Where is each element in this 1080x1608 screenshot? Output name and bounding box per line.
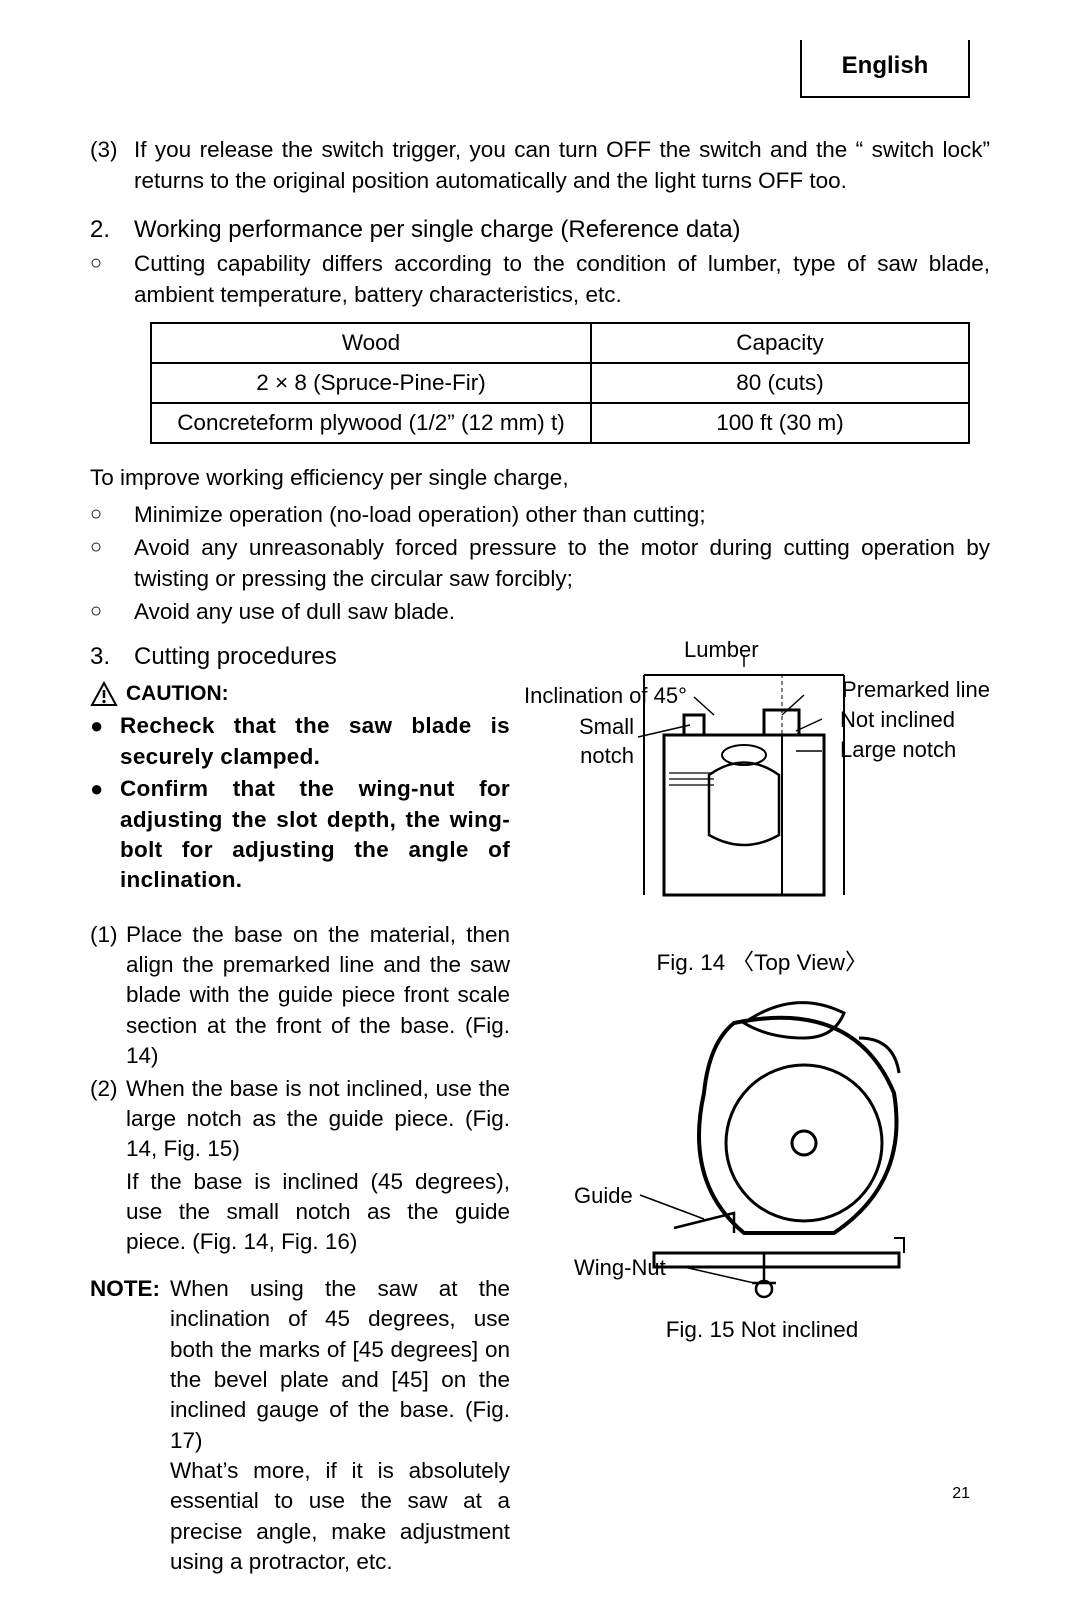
capacity-table: Wood Capacity 2 × 8 (Spruce-Pine-Fir) 80… (150, 322, 970, 444)
point-3-text: If you release the switch trigger, you c… (134, 134, 990, 196)
table-row: 2 × 8 (Spruce-Pine-Fir) 80 (cuts) (151, 363, 969, 403)
note-text-2: What’s more, if it is absolutely essenti… (90, 1456, 510, 1578)
caution-heading: CAUTION: (90, 681, 510, 707)
improve-item-2-row: ○ Avoid any unreasonably forced pressure… (90, 532, 990, 594)
caution-bullet-2-row: ● Confirm that the wing-nut for adjustin… (90, 774, 510, 896)
figure-14: Lumber Premarked line Not inclined Large… (534, 637, 990, 937)
filled-circle-bullet: ● (90, 711, 120, 772)
circle-bullet: ○ (90, 596, 134, 627)
table-cell: 100 ft (30 m) (591, 403, 969, 443)
table-cell: 2 × 8 (Spruce-Pine-Fir) (151, 363, 591, 403)
step-1-text: Place the base on the material, then ali… (126, 920, 510, 1072)
step-1-num: (1) (90, 920, 126, 1072)
circle-bullet: ○ (90, 499, 134, 530)
table-header-capacity: Capacity (591, 323, 969, 363)
caution-bullet-2: Confirm that the wing-nut for adjusting … (120, 774, 510, 896)
step-2-num: (2) (90, 1074, 126, 1165)
improve-item-1-row: ○ Minimize operation (no-load operation)… (90, 499, 990, 530)
section-3-title: Cutting procedures (134, 643, 510, 671)
fig-15-caption: Fig. 15 Not inclined (534, 1317, 990, 1343)
table-row: Concreteform plywood (1/2” (12 mm) t) 10… (151, 403, 969, 443)
note-row: NOTE: When using the saw at the inclinat… (90, 1274, 510, 1456)
section-2-intro: Cutting capability differs according to … (134, 248, 990, 310)
fig-14-caption: Fig. 14 〈Top View〉 (534, 945, 990, 977)
caution-bullet-1-row: ● Recheck that the saw blade is securely… (90, 711, 510, 772)
note-label: NOTE: (90, 1274, 170, 1456)
warning-icon (90, 681, 118, 707)
fig14-diagram (534, 655, 974, 915)
step-2-continuation: If the base is inclined (45 degrees), us… (90, 1167, 510, 1258)
point-3: (3) If you release the switch trigger, y… (90, 134, 990, 196)
improve-intro: To improve working efficiency per single… (90, 462, 990, 493)
caution-bullet-1: Recheck that the saw blade is securely c… (120, 711, 510, 772)
table-cell: 80 (cuts) (591, 363, 969, 403)
section-2-heading: 2. Working performance per single charge… (90, 216, 990, 244)
improve-item-3: Avoid any use of dull saw blade. (134, 596, 990, 627)
section-2-intro-row: ○ Cutting capability differs according t… (90, 248, 990, 310)
caution-label: CAUTION: (126, 682, 229, 706)
note-text: When using the saw at the inclination of… (170, 1274, 510, 1456)
circle-bullet: ○ (90, 248, 134, 310)
improve-item-3-row: ○ Avoid any use of dull saw blade. (90, 596, 990, 627)
circle-bullet: ○ (90, 532, 134, 594)
point-3-number: (3) (90, 134, 134, 196)
table-cell: Concreteform plywood (1/2” (12 mm) t) (151, 403, 591, 443)
section-2-num: 2. (90, 216, 134, 244)
section-2-title: Working performance per single charge (R… (134, 216, 990, 244)
figure-15: Guide Wing-Nut (534, 983, 990, 1313)
improve-item-2: Avoid any unreasonably forced pressure t… (134, 532, 990, 594)
table-header-row: Wood Capacity (151, 323, 969, 363)
improve-item-1: Minimize operation (no-load operation) o… (134, 499, 990, 530)
step-1-row: (1) Place the base on the material, then… (90, 920, 510, 1072)
language-header: English (800, 40, 970, 98)
section-3-num: 3. (90, 643, 134, 671)
table-header-wood: Wood (151, 323, 591, 363)
step-2-text: When the base is not inclined, use the l… (126, 1074, 510, 1165)
page-number: 21 (952, 1485, 990, 1503)
filled-circle-bullet: ● (90, 774, 120, 896)
fig15-diagram (534, 983, 974, 1313)
step-2-row: (2) When the base is not inclined, use t… (90, 1074, 510, 1165)
section-3-heading: 3. Cutting procedures (90, 643, 510, 671)
